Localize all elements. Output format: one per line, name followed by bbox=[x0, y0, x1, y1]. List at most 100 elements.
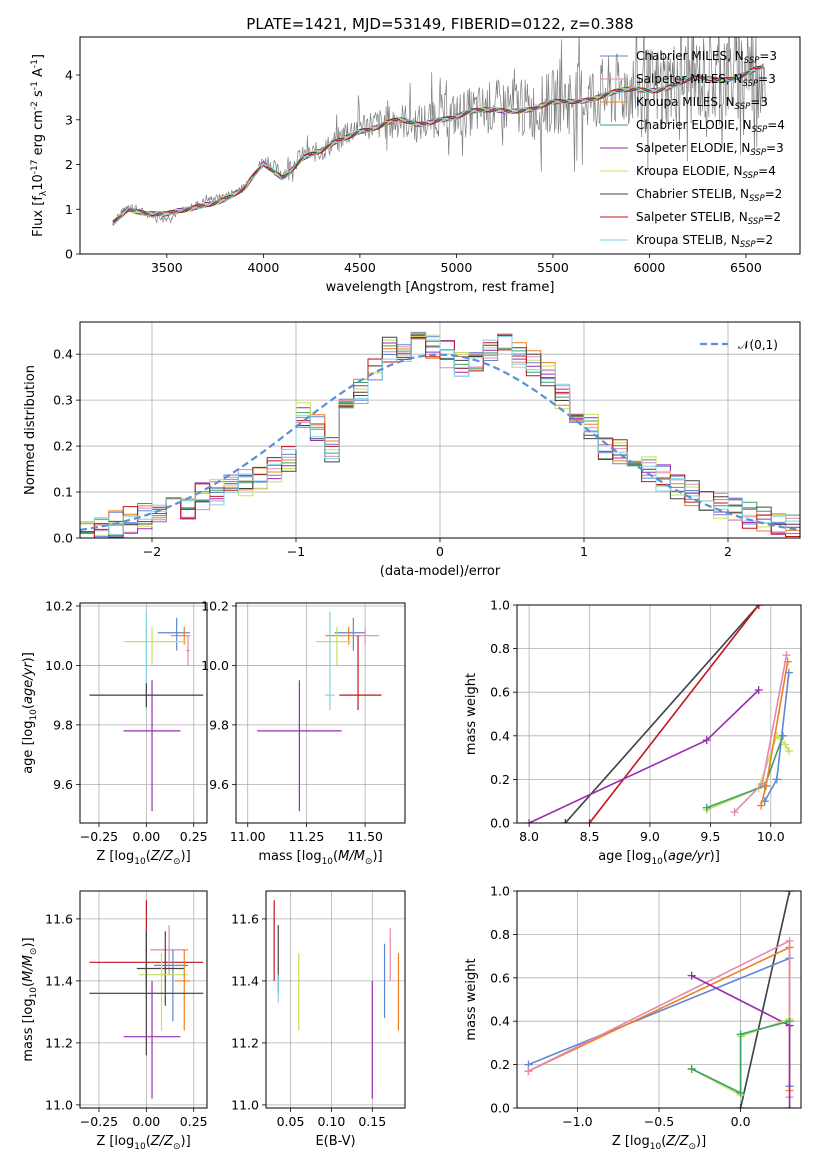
mass-weight-marker bbox=[702, 736, 711, 745]
x-tick-label: 11.00 bbox=[230, 829, 266, 844]
y-tick-label: 0.2 bbox=[490, 1057, 510, 1072]
x-axis-label: (data-model)/error bbox=[380, 564, 501, 579]
y-tick-label: 11.0 bbox=[231, 1097, 259, 1112]
mass-weight-marker bbox=[784, 747, 793, 756]
mass-weight-line bbox=[739, 891, 791, 1108]
y-tick-label: 0.4 bbox=[53, 347, 73, 362]
y-tick-label: 2 bbox=[65, 157, 73, 172]
plot-area bbox=[80, 331, 800, 538]
y-tick-label: 10.2 bbox=[45, 598, 73, 613]
x-tick-label: 2 bbox=[724, 544, 732, 559]
mass-vs-metallicity-plot: −0.25 0.00 0.25 11.0 11.2 11.4 11.6 Z [log10​(Z… bbox=[21, 890, 208, 1152]
axes-frame bbox=[79, 36, 801, 255]
plot-area bbox=[525, 605, 793, 823]
x-axis-label: Z [log10​(Z/Z⊙​)] bbox=[612, 1134, 706, 1152]
mass-weight-marker bbox=[730, 808, 739, 817]
x-axis-label: E(B-V) bbox=[315, 1134, 355, 1149]
mass-weight-marker bbox=[736, 1030, 745, 1039]
mass-weight-marker bbox=[754, 686, 763, 695]
plot-area bbox=[273, 900, 400, 1099]
axes-frame bbox=[235, 602, 406, 824]
x-tick-label: 6500 bbox=[730, 260, 762, 275]
x-tick-label: 9.0 bbox=[640, 829, 660, 844]
x-tick-label: 5000 bbox=[441, 260, 473, 275]
model-spectrum bbox=[112, 67, 764, 225]
legend-label: Salpeter ELODIE, NSSP=3 bbox=[636, 141, 784, 158]
mass-weight-marker bbox=[785, 891, 794, 895]
y-axis-label: mass [log10​(M/M⊙​)] bbox=[21, 937, 39, 1061]
y-tick-label: 0.4 bbox=[490, 728, 510, 743]
axes-frame bbox=[265, 890, 406, 1109]
y-tick-label: 0.6 bbox=[490, 970, 510, 985]
mass-weight-marker bbox=[702, 803, 711, 812]
y-tick-label: 11.0 bbox=[45, 1097, 73, 1112]
normal-curve bbox=[80, 353, 800, 531]
mass-weight-marker bbox=[785, 1017, 794, 1026]
x-tick-label: 0.25 bbox=[180, 1114, 208, 1129]
y-tick-label: 10.0 bbox=[201, 658, 229, 673]
x-tick-label: −1 bbox=[287, 544, 305, 559]
axes-frame bbox=[79, 890, 208, 1109]
x-tick-label: 8.5 bbox=[580, 829, 600, 844]
x-tick-label: −2 bbox=[143, 544, 161, 559]
mass-weight-line bbox=[588, 605, 760, 823]
x-tick-label: 11.25 bbox=[289, 829, 325, 844]
legend-label: Chabrier ELODIE, NSSP=4 bbox=[636, 118, 785, 135]
x-tick-label: 0.0 bbox=[731, 1114, 751, 1129]
axes-frame bbox=[79, 321, 801, 539]
axes-frame bbox=[516, 604, 802, 824]
y-tick-label: 0.8 bbox=[490, 927, 510, 942]
y-tick-label: 9.8 bbox=[53, 717, 73, 732]
y-tick-label: 9.8 bbox=[209, 717, 229, 732]
figure-title: PLATE=1421, MJD=53149, FIBERID=0122, z=0… bbox=[246, 15, 633, 33]
age-vs-mass-plot: 11.00 11.25 11.50 9.6 9.8 10.0 10.2 mass [log10… bbox=[201, 598, 406, 867]
y-tick-label: 0.0 bbox=[490, 1101, 510, 1116]
residual-histogram bbox=[80, 335, 800, 538]
x-tick-label: −1.0 bbox=[562, 1114, 592, 1129]
x-tick-label: −0.25 bbox=[80, 829, 118, 844]
y-axis-label: Normed distribution bbox=[23, 365, 38, 495]
y-tick-label: 1.0 bbox=[490, 884, 510, 899]
mass-weight-marker bbox=[757, 801, 766, 810]
mass-weight-marker bbox=[772, 775, 781, 784]
x-axis-label: age [log10​(age/yr)] bbox=[598, 849, 720, 867]
y-tick-label: 10.2 bbox=[201, 598, 229, 613]
y-tick-label: 9.6 bbox=[53, 777, 73, 792]
mass-vs-ebv-plot: 0.05 0.10 0.15 11.0 11.2 11.4 11.6 E(B-V) bbox=[231, 890, 406, 1149]
mass-weight-marker bbox=[778, 731, 787, 740]
x-tick-label: −0.5 bbox=[644, 1114, 674, 1129]
x-tick-label: 3500 bbox=[151, 260, 183, 275]
mass-weight-marker bbox=[561, 819, 570, 823]
mass-weight-marker bbox=[736, 1104, 745, 1108]
x-tick-label: 0.15 bbox=[358, 1114, 386, 1129]
y-tick-label: 0.6 bbox=[490, 685, 510, 700]
mass-weight-marker bbox=[785, 936, 794, 945]
axes-frame bbox=[79, 602, 208, 824]
mass-weight-marker bbox=[785, 1104, 794, 1108]
plot-area bbox=[89, 900, 204, 1099]
x-axis-label: mass [log10​(M/M⊙​)] bbox=[258, 849, 382, 867]
plot-area bbox=[257, 611, 382, 812]
plot-area bbox=[524, 891, 794, 1108]
legend-label: Salpeter MILES, NSSP=3 bbox=[636, 72, 776, 89]
x-tick-label: 0.05 bbox=[277, 1114, 305, 1129]
axes-frame bbox=[516, 890, 802, 1109]
mass-weight-marker bbox=[687, 1064, 696, 1073]
x-tick-label: 10.0 bbox=[757, 829, 785, 844]
y-tick-label: 11.2 bbox=[231, 1035, 259, 1050]
x-tick-label: −0.25 bbox=[80, 1114, 118, 1129]
y-tick-label: 9.6 bbox=[209, 777, 229, 792]
y-tick-label: 0.8 bbox=[490, 641, 510, 656]
y-tick-label: 4 bbox=[65, 68, 73, 83]
mass-weight-line bbox=[706, 735, 784, 809]
mass-weight-line bbox=[691, 1020, 790, 1095]
x-tick-label: 0.00 bbox=[132, 1114, 160, 1129]
mass-weight-marker bbox=[736, 1088, 745, 1097]
y-tick-label: 11.6 bbox=[231, 911, 259, 926]
residuals-histogram: −2 −1 0 1 2 0.0 0.1 0.2 0.3 0.4 (data-model)/error… bbox=[23, 321, 801, 579]
x-tick-label: 8.0 bbox=[519, 829, 539, 844]
x-tick-label: 1 bbox=[580, 544, 588, 559]
model-spectrum bbox=[112, 67, 764, 223]
y-tick-label: 0.2 bbox=[53, 439, 73, 454]
y-tick-label: 0.0 bbox=[490, 816, 510, 831]
